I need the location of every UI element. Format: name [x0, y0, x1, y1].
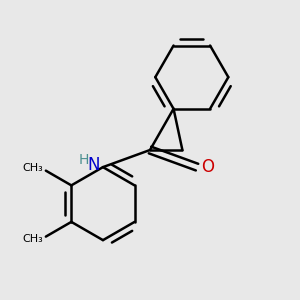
Text: CH₃: CH₃	[22, 163, 43, 173]
Text: N: N	[88, 156, 100, 174]
Text: CH₃: CH₃	[22, 234, 43, 244]
Text: O: O	[201, 158, 214, 176]
Text: H: H	[79, 153, 89, 167]
